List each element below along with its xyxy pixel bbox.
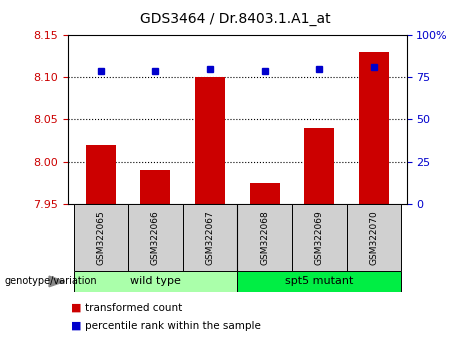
Text: genotype/variation: genotype/variation — [5, 276, 97, 286]
Bar — [74, 271, 237, 292]
Bar — [86, 145, 116, 204]
Bar — [237, 204, 292, 271]
Text: GSM322065: GSM322065 — [96, 210, 105, 264]
Bar — [304, 128, 334, 204]
Bar — [359, 52, 389, 204]
Bar — [346, 204, 401, 271]
Bar — [237, 271, 401, 292]
Text: ■: ■ — [70, 303, 81, 313]
Text: GSM322067: GSM322067 — [205, 210, 215, 264]
Text: transformed count: transformed count — [85, 303, 182, 313]
Bar — [250, 183, 280, 204]
Text: GDS3464 / Dr.8403.1.A1_at: GDS3464 / Dr.8403.1.A1_at — [140, 12, 330, 27]
Polygon shape — [49, 276, 65, 287]
Text: GSM322069: GSM322069 — [315, 210, 324, 264]
Bar — [183, 204, 237, 271]
Text: ■: ■ — [70, 321, 81, 331]
Bar — [141, 170, 171, 204]
Text: wild type: wild type — [130, 276, 181, 286]
Text: GSM322070: GSM322070 — [369, 210, 378, 264]
Bar — [74, 204, 128, 271]
Text: percentile rank within the sample: percentile rank within the sample — [85, 321, 260, 331]
Text: GSM322068: GSM322068 — [260, 210, 269, 264]
Bar — [292, 204, 346, 271]
Text: GSM322066: GSM322066 — [151, 210, 160, 264]
Text: spt5 mutant: spt5 mutant — [285, 276, 353, 286]
Bar — [195, 78, 225, 204]
Bar — [128, 204, 183, 271]
